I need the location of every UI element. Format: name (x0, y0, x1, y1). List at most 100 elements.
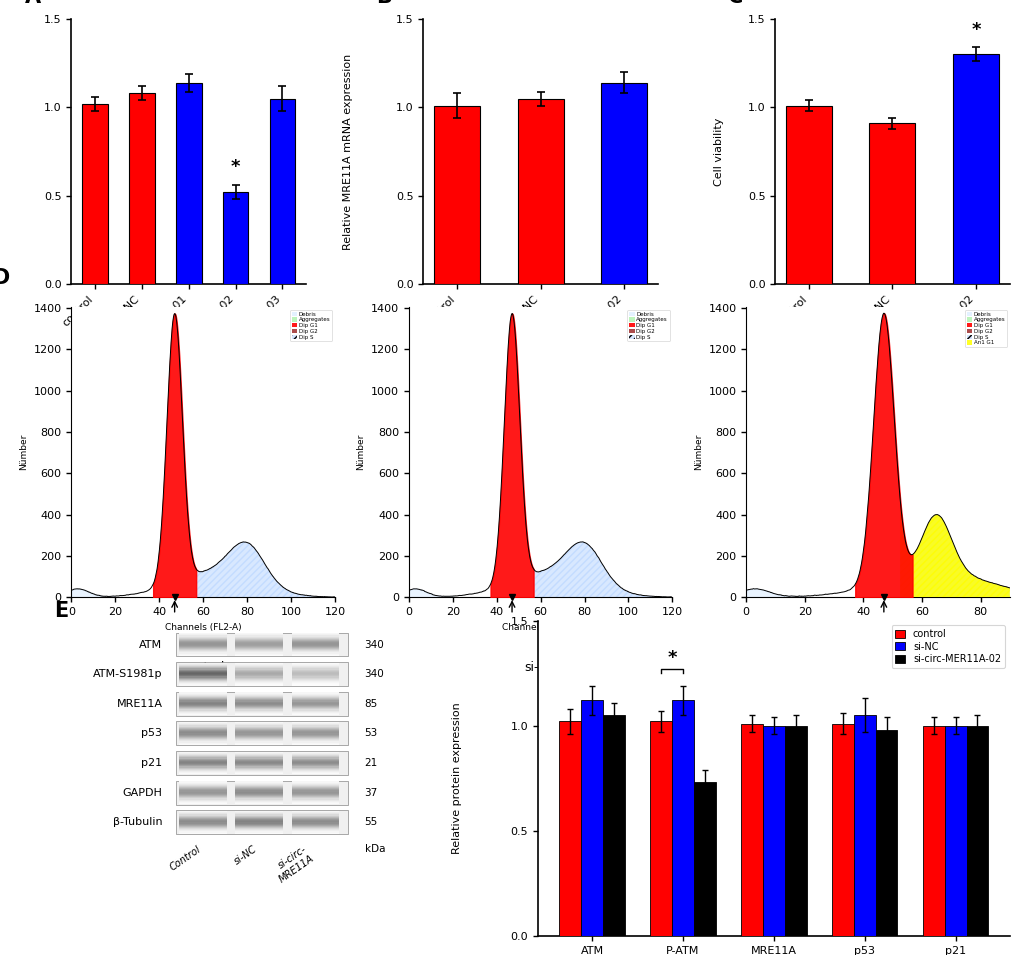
Bar (235, 708, 283, 709)
Bar (179, 677, 227, 679)
Bar (291, 729, 339, 730)
Bar (179, 786, 227, 787)
Bar (235, 761, 283, 762)
Bar (235, 792, 283, 793)
Bar (291, 677, 339, 679)
Bar (235, 643, 283, 644)
Bar (291, 667, 339, 668)
Bar (291, 639, 339, 640)
Bar (235, 782, 283, 784)
Bar (235, 773, 283, 774)
Text: β-Tubulin: β-Tubulin (113, 817, 162, 827)
Bar (179, 674, 227, 675)
Bar (179, 683, 227, 685)
Bar (179, 819, 227, 820)
Bar (235, 730, 283, 732)
Bar (179, 832, 227, 833)
Bar (291, 755, 339, 756)
Bar (291, 828, 339, 829)
Bar (235, 793, 283, 794)
Bar (832, 724, 853, 936)
Bar (179, 703, 227, 704)
Bar (291, 681, 339, 682)
Bar (179, 743, 227, 744)
Bar (179, 711, 227, 712)
Bar (291, 796, 339, 797)
Bar (235, 668, 283, 669)
Text: si-circ-
MRE11A: si-circ- MRE11A (270, 844, 315, 884)
Bar (179, 705, 227, 706)
Bar (235, 815, 283, 816)
Bar (235, 832, 283, 833)
Bar (291, 724, 339, 726)
Text: MRE11A: MRE11A (116, 699, 162, 709)
Bar (235, 757, 283, 758)
Bar (291, 762, 339, 763)
Bar (179, 788, 227, 790)
Bar (291, 635, 339, 637)
Bar (179, 754, 227, 755)
Bar (179, 740, 227, 741)
Bar (179, 833, 227, 834)
Bar (179, 822, 227, 823)
Bar (235, 646, 283, 647)
Y-axis label: Nümber: Nümber (19, 435, 28, 471)
Bar (291, 696, 339, 697)
Bar (235, 758, 283, 759)
Bar (179, 734, 227, 735)
Bar (235, 756, 283, 757)
Bar (179, 773, 227, 774)
Bar (235, 752, 283, 753)
Bar (291, 788, 339, 790)
Bar (179, 816, 227, 817)
Bar (868, 123, 915, 284)
Bar (235, 787, 283, 788)
Bar (291, 812, 339, 814)
Bar (235, 653, 283, 655)
Text: 37: 37 (365, 788, 377, 797)
Bar (235, 734, 283, 735)
Bar (235, 677, 283, 679)
Bar (179, 726, 227, 727)
Bar (179, 792, 227, 793)
Bar (179, 791, 227, 792)
Bar (235, 800, 283, 802)
Bar (179, 774, 227, 775)
Bar (179, 817, 227, 819)
Bar (291, 811, 339, 812)
Bar (235, 795, 283, 796)
Bar (291, 633, 339, 634)
Legend: Debris, Aggregates, Dip G1, Dip G2, Dip S: Debris, Aggregates, Dip G1, Dip G2, Dip … (627, 310, 668, 341)
Bar (235, 802, 283, 803)
Bar (179, 741, 227, 743)
Bar (558, 721, 581, 936)
Bar (874, 730, 897, 936)
Bar (179, 759, 227, 761)
Bar (235, 640, 283, 641)
Bar (693, 782, 715, 936)
Bar (291, 674, 339, 675)
Bar (235, 651, 283, 652)
Bar (291, 830, 339, 832)
Bar (235, 743, 283, 744)
Bar (179, 680, 227, 681)
Bar (433, 106, 480, 284)
Bar (291, 722, 339, 723)
Bar (179, 826, 227, 827)
Bar (785, 106, 832, 284)
Bar (235, 728, 283, 729)
Bar (179, 670, 227, 672)
Bar (784, 726, 806, 936)
Bar (291, 799, 339, 800)
Bar (291, 702, 339, 703)
Bar (291, 710, 339, 711)
Bar (235, 647, 283, 649)
Y-axis label: Nümber: Nümber (356, 435, 365, 471)
Bar (235, 828, 283, 829)
Bar (175, 751, 347, 775)
Bar (179, 682, 227, 683)
Bar (291, 822, 339, 823)
Bar (179, 802, 227, 803)
Bar (179, 795, 227, 796)
Bar (741, 724, 762, 936)
